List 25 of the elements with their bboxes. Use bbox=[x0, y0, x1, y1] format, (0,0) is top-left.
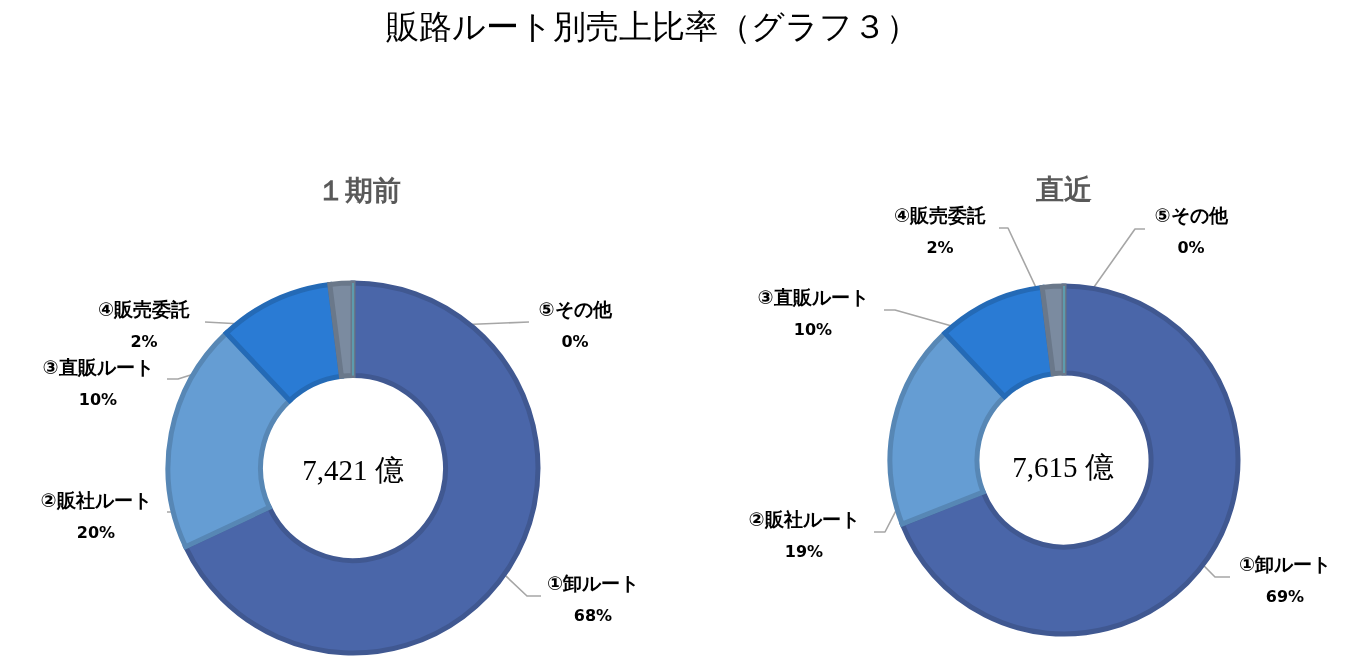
category-label: ④販売委託 bbox=[97, 298, 191, 320]
title: 販路ルート別売上比率（グラフ３） bbox=[385, 9, 919, 45]
value-label: 2% bbox=[926, 237, 954, 257]
annotation: 7,615 億 bbox=[1012, 451, 1114, 483]
category-label: ④販売委託 bbox=[893, 204, 987, 226]
value-label: 10% bbox=[78, 389, 118, 409]
category-label: ②販社ルート bbox=[40, 489, 152, 511]
category-label: ⑤その他 bbox=[538, 298, 612, 320]
subtitle: １期前 bbox=[317, 173, 401, 207]
value-label: 20% bbox=[76, 522, 116, 542]
category-label: ⑤その他 bbox=[1154, 204, 1228, 226]
value-label: 10% bbox=[793, 319, 833, 339]
value-label: 68% bbox=[573, 605, 613, 625]
category-label: ③直販ルート bbox=[42, 356, 154, 378]
value-label: 0% bbox=[1177, 237, 1205, 257]
value-label: 69% bbox=[1265, 586, 1305, 606]
annotation: 7,421 億 bbox=[302, 454, 404, 486]
category-label: ②販社ルート bbox=[748, 508, 860, 530]
category-label: ①卸ルート bbox=[546, 572, 640, 594]
category-label: ①卸ルート bbox=[1238, 553, 1332, 575]
category-label: ③直販ルート bbox=[757, 286, 869, 308]
value-label: 19% bbox=[784, 541, 824, 561]
value-label: 2% bbox=[130, 331, 158, 351]
value-label: 0% bbox=[561, 331, 589, 351]
subtitle: 直近 bbox=[1036, 172, 1092, 206]
